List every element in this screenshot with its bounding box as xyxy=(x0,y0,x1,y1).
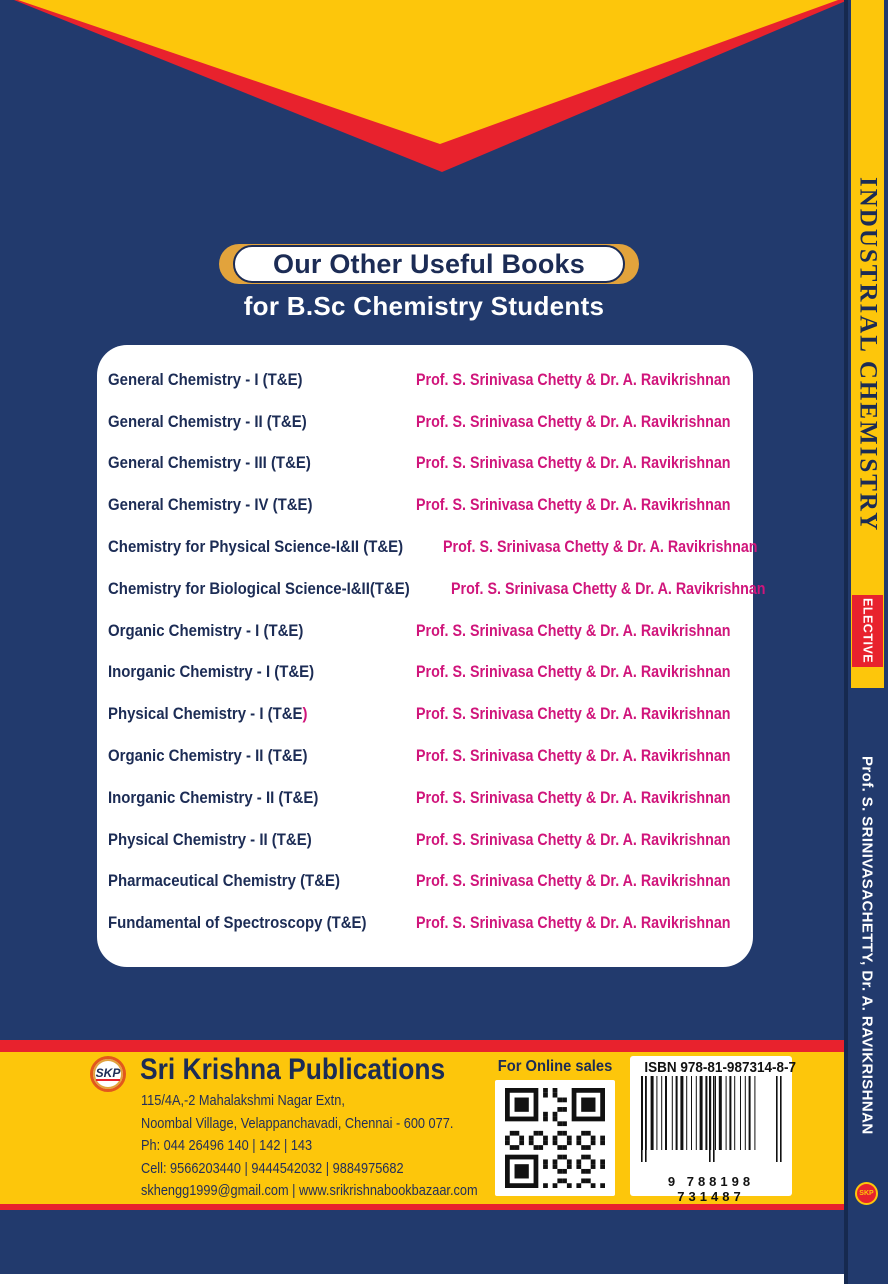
publisher-cell: Cell: 9566203440 | 9444542032 | 98849756… xyxy=(141,1159,404,1177)
bottom-band-red-top xyxy=(0,1040,848,1052)
online-sales-label: For Online sales xyxy=(497,1058,613,1075)
book-row: Chemistry for Biological Science-I&II(T&… xyxy=(97,568,765,610)
book-row: Organic Chemistry - I (T&E) Prof. S. Sri… xyxy=(97,610,753,652)
book-title: Pharmaceutical Chemistry (T&E) xyxy=(108,871,379,891)
book-row: Inorganic Chemistry - II (T&E) Prof. S. … xyxy=(97,777,753,819)
barcode: ISBN 978-81-987314-8-7 9 788198 731487 xyxy=(630,1056,796,1204)
book-list: General Chemistry - I (T&E) Prof. S. Sri… xyxy=(97,359,765,944)
book-title: Chemistry for Physical Science-I&II (T&E… xyxy=(108,537,403,557)
book-list-panel: General Chemistry - I (T&E) Prof. S. Sri… xyxy=(97,345,765,967)
book-row: General Chemistry - I (T&E) Prof. S. Sri… xyxy=(97,359,753,401)
book-author: Prof. S. Srinivasa Chetty & Dr. A. Ravik… xyxy=(416,704,731,724)
book-title-text: General Chemistry - I (T&E) xyxy=(108,369,303,389)
book-title: Inorganic Chemistry - II (T&E) xyxy=(108,788,379,808)
book-author: Prof. S. Srinivasa Chetty & Dr. A. Ravik… xyxy=(416,829,731,849)
book-author: Prof. S. Srinivasa Chetty & Dr. A. Ravik… xyxy=(450,578,766,598)
book-title: Organic Chemistry - I (T&E) xyxy=(108,621,379,641)
book-title: Physical Chemistry - II (T&E) xyxy=(108,830,379,850)
chevron-yellow-layer xyxy=(18,0,838,144)
book-title-text: Physical Chemistry - I (T&E xyxy=(108,704,303,724)
publisher-address-line1: 115/4A,-2 Mahalakshmi Nagar Extn, xyxy=(141,1092,345,1109)
qr-code xyxy=(495,1080,615,1196)
book-title-text: Pharmaceutical Chemistry (T&E) xyxy=(108,871,340,891)
book-title-suffix: ) xyxy=(302,704,308,724)
book-title: General Chemistry - II (T&E) xyxy=(108,412,379,432)
book-title: Physical Chemistry - I (T&E) xyxy=(108,704,379,724)
book-title-text: General Chemistry - II (T&E) xyxy=(108,411,307,431)
book-author: Prof. S. Srinivasa Chetty & Dr. A. Ravik… xyxy=(443,537,758,557)
book-title-text: Organic Chemistry - II (T&E) xyxy=(108,746,308,766)
book-title: General Chemistry - III (T&E) xyxy=(108,453,379,473)
book-author: Prof. S. Srinivasa Chetty & Dr. A. Ravik… xyxy=(416,369,731,389)
barcode-digits: 9 788198 731487 xyxy=(667,1174,755,1204)
book-title: Inorganic Chemistry - I (T&E) xyxy=(108,662,379,682)
book-title: General Chemistry - I (T&E) xyxy=(108,370,379,390)
book-row: General Chemistry - III (T&E) Prof. S. S… xyxy=(97,443,753,485)
book-title-text: Chemistry for Biological Science-I&II(T&… xyxy=(108,578,410,598)
bottom-band-red-bottom xyxy=(0,1204,848,1210)
book-author: Prof. S. Srinivasa Chetty & Dr. A. Ravik… xyxy=(416,662,731,682)
book-author: Prof. S. Srinivasa Chetty & Dr. A. Ravik… xyxy=(416,871,731,891)
book-row: Pharmaceutical Chemistry (T&E) Prof. S. … xyxy=(97,861,753,903)
isbn-label: ISBN 978-81-987314-8-7 xyxy=(644,1059,796,1076)
book-title: Organic Chemistry - II (T&E) xyxy=(108,746,379,766)
book-row: Organic Chemistry - II (T&E) Prof. S. Sr… xyxy=(97,735,753,777)
book-author: Prof. S. Srinivasa Chetty & Dr. A. Ravik… xyxy=(416,495,731,515)
barcode-bars-svg xyxy=(641,1076,782,1162)
publisher-contact-block: 115/4A,-2 Mahalakshmi Nagar Extn, Noomba… xyxy=(141,1090,478,1203)
book-author: Prof. S. Srinivasa Chetty & Dr. A. Ravik… xyxy=(416,453,731,473)
banner-pill: Our Other Useful Books xyxy=(233,245,625,283)
book-title-text: General Chemistry - III (T&E) xyxy=(108,453,311,473)
publisher-email-website: skhengg1999@gmail.com | www.srikrishnabo… xyxy=(141,1182,478,1199)
book-row: General Chemistry - IV (T&E) Prof. S. Sr… xyxy=(97,484,753,526)
book-author: Prof. S. Srinivasa Chetty & Dr. A. Ravik… xyxy=(416,746,731,766)
spine-skp-logo-icon: SKP xyxy=(855,1182,878,1205)
book-title-text: Chemistry for Physical Science-I&II (T&E… xyxy=(108,537,404,557)
book-author: Prof. S. Srinivasa Chetty & Dr. A. Ravik… xyxy=(416,620,731,640)
book-title-text: Organic Chemistry - I (T&E) xyxy=(108,620,304,640)
top-chevron-graphic xyxy=(14,0,848,172)
book-title-text: General Chemistry - IV (T&E) xyxy=(108,495,313,515)
book-title-text: Inorganic Chemistry - II (T&E) xyxy=(108,787,319,807)
skp-logo-icon: SKP xyxy=(90,1056,126,1092)
book-row: Physical Chemistry - II (T&E) Prof. S. S… xyxy=(97,819,753,861)
book-title: General Chemistry - IV (T&E) xyxy=(108,495,379,515)
book-title: Fundamental of Spectroscopy (T&E) xyxy=(108,913,379,933)
book-title-text: Physical Chemistry - II (T&E) xyxy=(108,829,312,849)
book-row: Inorganic Chemistry - I (T&E) Prof. S. S… xyxy=(97,652,753,694)
publisher-phone: Ph: 044 26496 140 | 142 | 143 xyxy=(141,1137,313,1154)
book-row: Chemistry for Physical Science-I&II (T&E… xyxy=(97,526,758,568)
spine-title: INDUSTRIAL CHEMISTRY xyxy=(854,177,882,533)
book-row: General Chemistry - II (T&E) Prof. S. Sr… xyxy=(97,401,753,443)
book-author: Prof. S. Srinivasa Chetty & Dr. A. Ravik… xyxy=(416,411,731,431)
elective-badge: ELECTIVE xyxy=(852,595,883,667)
book-title: Chemistry for Biological Science-I&II(T&… xyxy=(108,579,410,599)
book-title-text: Inorganic Chemistry - I (T&E) xyxy=(108,662,315,682)
book-author: Prof. S. Srinivasa Chetty & Dr. A. Ravik… xyxy=(416,787,731,807)
banner-ribbon: Our Other Useful Books xyxy=(219,244,639,284)
book-row: Fundamental of Spectroscopy (T&E) Prof. … xyxy=(97,902,753,944)
skp-logo-text: SKP xyxy=(95,1066,121,1081)
banner-title: Our Other Useful Books xyxy=(273,248,585,279)
banner-subtitle: for B.Sc Chemistry Students xyxy=(243,291,605,321)
publisher-address-line2: Noombal Village, Velappanchavadi, Chenna… xyxy=(141,1114,454,1132)
page-bottom-edge xyxy=(0,1274,888,1284)
qr-code-svg xyxy=(505,1088,605,1188)
book-title-text: Fundamental of Spectroscopy (T&E) xyxy=(108,913,367,933)
book-row: Physical Chemistry - I (T&E) Prof. S. Sr… xyxy=(97,693,753,735)
publisher-name: Sri Krishna Publications xyxy=(140,1053,446,1086)
spine-authors: Prof. S. SRINIVASACHETTY, Dr. A. RAVIKRI… xyxy=(858,755,876,1135)
book-author: Prof. S. Srinivasa Chetty & Dr. A. Ravik… xyxy=(416,913,731,933)
spine-yellow-strip xyxy=(851,0,884,688)
